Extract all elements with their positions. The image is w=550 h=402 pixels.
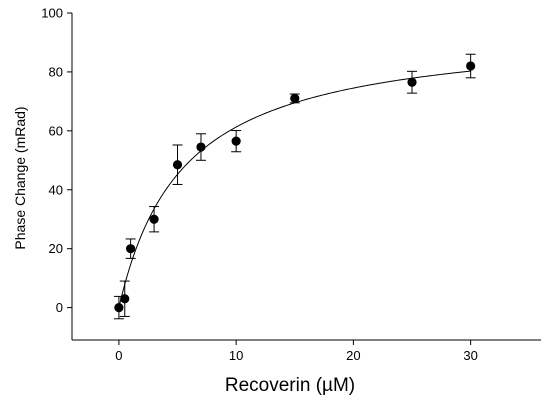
x-tick-label: 30	[463, 348, 477, 363]
y-tick-label: 0	[56, 300, 63, 315]
data-point	[149, 214, 159, 224]
y-tick-label: 40	[49, 182, 63, 197]
data-point	[172, 160, 183, 170]
data-point	[290, 93, 300, 104]
data-points	[114, 61, 476, 313]
data-point	[120, 294, 130, 304]
data-point	[466, 61, 476, 71]
x-axis-label: Recoverin (µM)	[225, 375, 355, 396]
x-ticks: 0 10 20 30	[115, 340, 478, 363]
y-tick-label: 60	[49, 123, 63, 138]
plot-frame	[71, 13, 541, 341]
x-tick-label: 0	[115, 348, 122, 363]
data-point	[196, 142, 206, 152]
fit-curve	[118, 70, 471, 308]
y-tick-label: 80	[49, 64, 63, 79]
y-tick-label: 20	[49, 241, 63, 256]
x-tick-label: 20	[346, 348, 360, 363]
data-point	[231, 136, 241, 146]
y-tick-label: 100	[41, 6, 63, 21]
y-ticks: 0 20 40 60 80 100	[41, 6, 72, 315]
data-point	[114, 302, 124, 313]
x-tick-label: 10	[229, 348, 243, 363]
data-point	[407, 77, 417, 87]
y-axis-label: Phase Change (mRad)	[12, 106, 28, 249]
data-point	[126, 244, 136, 254]
